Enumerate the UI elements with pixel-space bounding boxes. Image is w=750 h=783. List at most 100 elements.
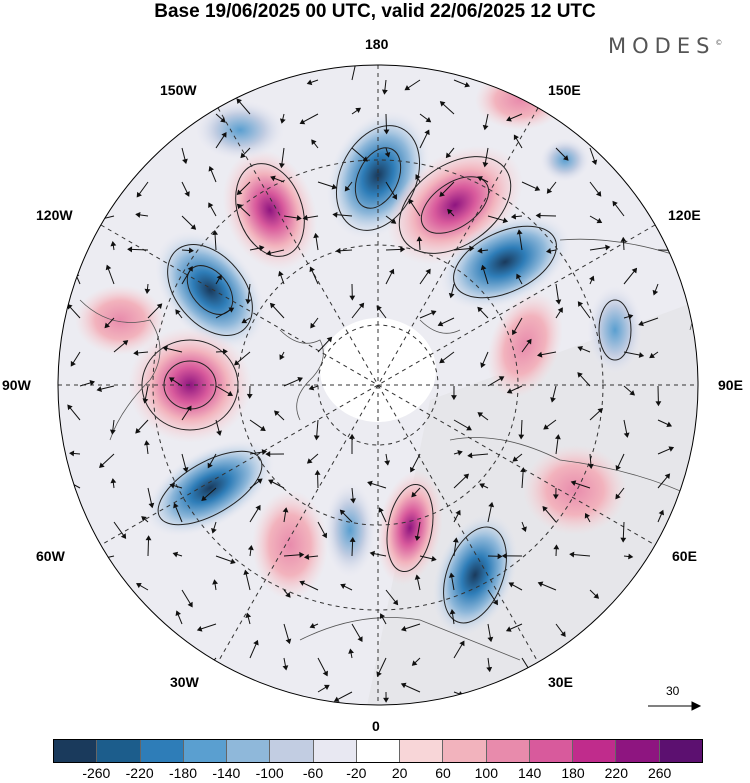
wind-arrowhead [631,267,638,274]
wind-arrowhead [335,247,341,254]
wind-arrowhead [201,495,207,501]
wind-arrowhead [350,498,356,504]
wind-arrowhead [61,477,68,483]
wind-arrowhead [144,288,151,294]
wind-arrowhead [477,176,483,182]
wind-arrowhead [480,362,486,368]
wind-arrowhead [175,610,181,617]
wind-vectors [61,65,678,703]
wind-arrowhead [340,583,346,589]
wind-arrowhead [589,275,595,282]
wind-arrowhead [400,246,406,253]
wind-arrowhead [285,592,291,598]
wind-arrowhead [211,528,217,534]
wind-arrowhead [512,456,519,462]
wind-arrowhead [411,660,418,666]
wind-arrowhead [584,512,591,519]
colorbar-swatch [183,740,228,762]
wind-arrowhead [445,152,452,159]
wind-arrowhead [314,469,321,475]
colorbar-swatch [270,740,314,762]
wind-arrowhead [67,404,73,411]
wind-arrowhead [236,98,242,104]
wind-arrowhead [391,194,397,200]
wind-arrowhead [306,458,313,464]
wind-arrowhead [212,579,218,585]
wind-arrowhead [309,266,315,273]
wind-arrowhead [560,631,566,637]
wind-arrowhead [357,636,363,643]
wind-arrowhead [498,376,505,382]
wind-arrowhead [596,218,603,224]
lon-label-90e: 90E [718,377,743,393]
wind-arrowhead [526,338,532,345]
wind-arrowhead [270,175,276,182]
wind-arrowhead [508,582,515,588]
wind-arrowhead [265,250,272,256]
wind-arrowhead [96,386,102,392]
wind-arrowhead [326,336,333,343]
wind-arrowhead [553,544,560,550]
brand-name: MODES [608,34,716,58]
wind-arrowhead [369,550,376,557]
colorbar-swatch [356,740,401,762]
wind-arrowhead [190,224,197,230]
wind-arrowhead [233,360,240,366]
wind-arrowhead [638,352,645,358]
wind-arrowhead [389,268,395,275]
wind-arrowhead [563,155,569,161]
wind-arrowhead [542,505,548,512]
wind-arrowhead [408,198,414,205]
wind-arrowhead [274,410,280,416]
wind-arrowhead [265,451,271,458]
wind-arrowhead [424,129,430,136]
wind-arrowhead [208,202,214,209]
wind-arrowhead [148,502,155,509]
wind-arrowhead [89,380,95,386]
wind-arrowhead [378,507,384,513]
wind-arrowhead [627,313,634,320]
lon-label-30e: 30E [548,674,573,690]
wind-arrowhead [593,593,600,599]
wind-arrowhead [409,466,416,473]
wind-arrowhead [220,117,226,123]
colorbar-tick-label: -140 [212,765,241,781]
wind-arrowhead [615,464,621,471]
wind-arrowhead [247,544,254,551]
wind-arrowhead [612,200,618,207]
wind-arrowhead [141,516,147,522]
wind-arrowhead [512,329,518,336]
colorbar-swatch [400,740,444,762]
wind-arrowhead [411,491,417,498]
wind-arrowhead [477,306,483,313]
wind-arrowhead [425,117,432,123]
wind-arrowhead [306,79,313,86]
wind-arrowhead [184,191,190,197]
wind-arrowhead [555,299,562,305]
wind-arrowhead [120,533,127,539]
wind-arrowhead [437,320,444,327]
wind-arrowhead [482,162,489,168]
wind-arrowhead [649,352,655,359]
wind-arrowhead [430,310,437,316]
wind-arrowhead [99,462,105,468]
wind-arrowhead [448,292,455,299]
lon-label-60w: 60W [36,548,65,564]
wind-arrowhead [439,357,445,364]
wind-arrowhead [587,463,594,470]
wind-arrowhead [133,349,139,356]
wind-arrowhead [459,640,465,647]
wind-arrowhead [605,244,611,251]
colorbar-swatch [659,740,702,762]
colorbar-tick-label: -60 [302,765,324,781]
wind-arrow [351,65,357,81]
wind-arrowhead [296,215,302,221]
wind-arrowhead [93,216,100,223]
wind-arrowhead [136,191,142,198]
wind-arrowhead [506,388,513,394]
wind-arrowhead [672,247,678,254]
wind-arrowhead [69,450,75,457]
wind-arrowhead [173,502,179,509]
lon-label-150w: 150W [160,82,197,98]
colorbar-tick-label: -20 [346,765,367,781]
